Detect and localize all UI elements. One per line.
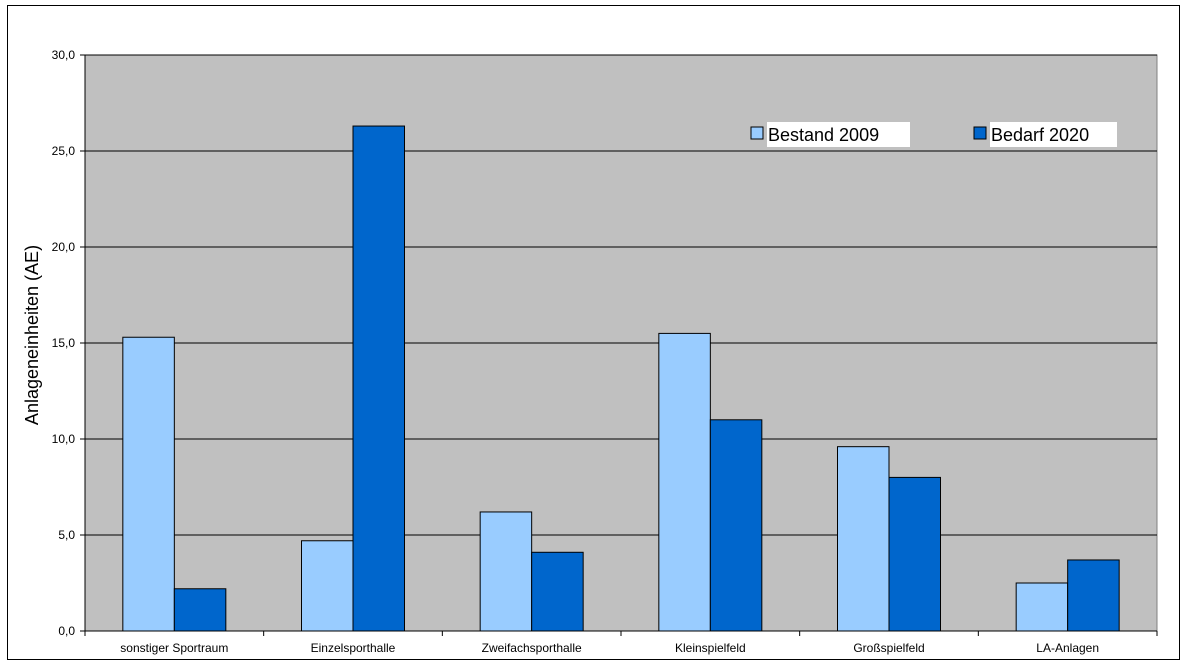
x-axis-labels: sonstiger Sportraum Einzelsporthalle Zweif… bbox=[84, 631, 1158, 655]
legend-label-bg bbox=[767, 122, 910, 147]
y-tick-label: 0,0 bbox=[58, 624, 75, 638]
bar-bestand-2009 bbox=[658, 332, 711, 632]
y-tick-label: 25,0 bbox=[52, 144, 76, 158]
x-tick-label: LA-Anlagen bbox=[1036, 641, 1099, 655]
gridlines bbox=[85, 54, 1157, 536]
bar-bedarf-2020 bbox=[888, 476, 941, 632]
bar-bestand-2009 bbox=[479, 511, 533, 632]
y-axis-label: Anlageneinheiten (AE) bbox=[22, 245, 42, 425]
x-tick-label: Großspielfeld bbox=[853, 641, 924, 655]
legend-label: Bedarf 2020 bbox=[991, 125, 1089, 145]
x-tick-label: sonstiger Sportraum bbox=[120, 641, 228, 655]
bar-bestand-2009 bbox=[1015, 582, 1069, 632]
y-tick-label: 15,0 bbox=[52, 336, 76, 350]
legend-label-bg bbox=[990, 122, 1117, 147]
y-tick-label: 10,0 bbox=[52, 432, 76, 446]
legend-swatch bbox=[973, 126, 987, 140]
bar-bedarf-2020 bbox=[1067, 559, 1120, 632]
legend: Bestand 2009 Bedarf 2020 bbox=[750, 122, 1117, 147]
x-tick-label: Kleinspielfeld bbox=[675, 641, 746, 655]
legend-swatch bbox=[750, 126, 764, 140]
bar-bedarf-2020 bbox=[531, 551, 584, 632]
bar-bestand-2009 bbox=[301, 540, 354, 632]
y-tick-label: 30,0 bbox=[52, 48, 76, 62]
y-tick-label: 5,0 bbox=[58, 528, 75, 542]
bar-bedarf-2020 bbox=[352, 125, 405, 632]
bar-bedarf-2020 bbox=[173, 588, 227, 632]
x-tick-label: Einzelsporthalle bbox=[311, 641, 396, 655]
x-tick-label: Zweifachsporthalle bbox=[482, 641, 582, 655]
bar-bestand-2009 bbox=[837, 446, 890, 632]
bar-bestand-2009 bbox=[122, 336, 175, 632]
y-tick-label: 20,0 bbox=[52, 240, 76, 254]
legend-label: Bestand 2009 bbox=[768, 125, 879, 145]
bar-bedarf-2020 bbox=[709, 419, 763, 632]
bars bbox=[122, 125, 1120, 632]
